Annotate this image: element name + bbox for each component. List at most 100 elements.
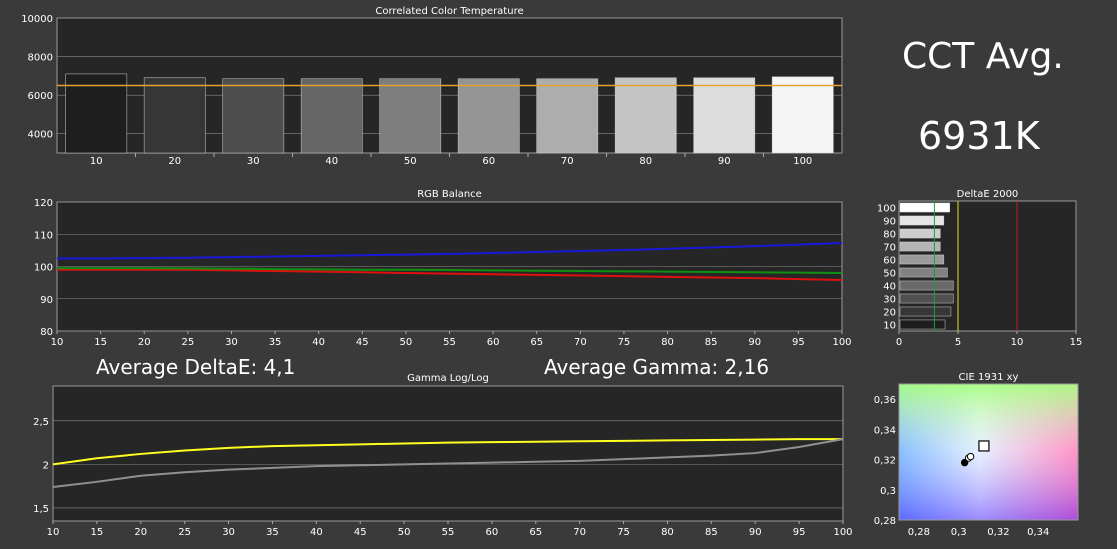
cct-avg-value: 6931K	[918, 114, 1040, 158]
cct-bar	[771, 76, 834, 154]
deltae-ytick-label: 30	[883, 295, 896, 306]
deltae-bar	[899, 241, 941, 252]
deltae-bar	[899, 319, 946, 330]
cie-measured-point	[966, 452, 975, 461]
cie-xtick-label: 0,3	[951, 527, 967, 538]
gamma-ytick-label: 2	[43, 460, 49, 471]
gamma-xtick-label: 80	[661, 527, 674, 538]
cct-bar	[379, 78, 442, 154]
deltae-bar	[899, 306, 952, 317]
cct-bar	[693, 77, 756, 154]
cct-bar	[143, 77, 206, 154]
deltae-xtick-label: 10	[1011, 337, 1024, 348]
deltae-bar	[899, 267, 948, 278]
deltae-ytick-label: 80	[883, 230, 896, 241]
gamma-xtick-label: 85	[705, 527, 718, 538]
gamma-xtick-label: 100	[833, 527, 852, 538]
rgb-xtick-label: 50	[400, 337, 413, 348]
deltae-chart: DeltaE 2000 0 5 10 15 100 90 80 70 60 50 40 30 20 10	[877, 189, 1082, 348]
cct-xtick-label: 40	[325, 156, 338, 167]
rgb-ytick-label: 110	[34, 230, 53, 241]
gamma-xtick-label: 10	[47, 527, 60, 538]
deltae-xtick-label: 15	[1070, 337, 1083, 348]
rgb-xtick-label: 85	[705, 337, 718, 348]
rgb-xtick-label: 30	[225, 337, 238, 348]
cie-xtick-label: 0,34	[1027, 527, 1049, 538]
rgb-ytick-label: 100	[34, 263, 53, 274]
deltae-ytick-label: 50	[883, 269, 896, 280]
cie-ytick-label: 0,32	[874, 456, 896, 467]
cct-xtick-label: 90	[718, 156, 731, 167]
rgb-xtick-label: 60	[487, 337, 500, 348]
gamma-xtick-label: 70	[573, 527, 586, 538]
cie-ytick-label: 0,34	[874, 425, 896, 436]
gamma-plot-area	[52, 385, 844, 522]
deltae-title: DeltaE 2000	[957, 189, 1019, 200]
gamma-xtick-label: 45	[354, 527, 367, 538]
rgb-xtick-label: 80	[661, 337, 674, 348]
rgb-xtick-label: 10	[51, 337, 64, 348]
cct-bar	[222, 78, 285, 154]
gamma-xtick-label: 50	[398, 527, 411, 538]
deltae-bar	[899, 202, 950, 213]
cie-ytick-label: 0,3	[880, 486, 896, 497]
cie-ytick-label: 0,36	[874, 395, 896, 406]
cct-xtick-label: 60	[482, 156, 495, 167]
rgb-title: RGB Balance	[417, 189, 482, 200]
cct-bar	[614, 77, 677, 154]
gamma-xtick-label: 35	[266, 527, 279, 538]
deltae-ytick-label: 20	[883, 308, 896, 319]
cct-bar	[536, 78, 599, 154]
cct-chart: Correlated Color Temperature 4000 6000 8000…	[21, 6, 843, 167]
deltae-ytick-label: 10	[883, 321, 896, 332]
cct-xtick-label: 70	[561, 156, 574, 167]
gamma-xtick-label: 55	[442, 527, 455, 538]
cct-ytick-label: 6000	[28, 91, 53, 102]
gamma-xtick-label: 95	[793, 527, 806, 538]
cie-target-point	[978, 440, 990, 452]
gamma-xtick-label: 40	[310, 527, 323, 538]
deltae-ytick-label: 60	[883, 256, 896, 267]
deltae-xtick-label: 0	[896, 337, 902, 348]
rgb-xtick-label: 15	[94, 337, 107, 348]
gamma-xtick-label: 30	[222, 527, 235, 538]
deltae-bar	[899, 254, 945, 265]
cct-bar	[65, 73, 128, 154]
rgb-xtick-label: 65	[530, 337, 543, 348]
gamma-series-gamma	[52, 438, 843, 466]
cie-gradient-overlay	[898, 383, 1079, 521]
cct-xtick-label: 30	[247, 156, 260, 167]
rgb-balance-chart: RGB Balance 80 90 100 110 120 10 15 20 25 30 35 40 45…	[34, 189, 852, 348]
rgb-xtick-label: 35	[269, 337, 282, 348]
gamma-xtick-label: 20	[134, 527, 147, 538]
gamma-xtick-label: 15	[91, 527, 104, 538]
deltae-bar	[899, 280, 954, 291]
cct-xtick-label: 50	[404, 156, 417, 167]
cct-bar	[300, 78, 363, 154]
rgb-ytick-label: 80	[40, 327, 53, 338]
rgb-ytick-label: 120	[34, 198, 53, 209]
gamma-xtick-label: 75	[617, 527, 630, 538]
rgb-xtick-label: 100	[832, 337, 851, 348]
cct-ytick-label: 10000	[21, 14, 53, 25]
cct-xtick-label: 20	[168, 156, 181, 167]
rgb-xtick-label: 75	[618, 337, 631, 348]
gamma-xtick-label: 65	[529, 527, 542, 538]
deltae-xtick-label: 5	[955, 337, 961, 348]
rgb-xtick-label: 95	[792, 337, 805, 348]
cct-avg-label: CCT Avg.	[902, 36, 1064, 77]
rgb-series-blue	[57, 241, 843, 260]
gamma-xtick-label: 25	[178, 527, 191, 538]
gamma-xtick-label: 60	[486, 527, 499, 538]
cct-xtick-label: 80	[639, 156, 652, 167]
cct-xtick-label: 100	[793, 156, 812, 167]
rgb-series-red	[57, 268, 843, 282]
gamma-series-gamma_ref	[52, 438, 844, 489]
gamma-xtick-label: 90	[749, 527, 762, 538]
deltae-ytick-label: 70	[883, 243, 896, 254]
rgb-xtick-label: 20	[138, 337, 151, 348]
cct-ytick-label: 8000	[28, 53, 53, 64]
average-gamma: Average Gamma: 2,16	[544, 355, 770, 379]
deltae-bar	[899, 215, 945, 226]
